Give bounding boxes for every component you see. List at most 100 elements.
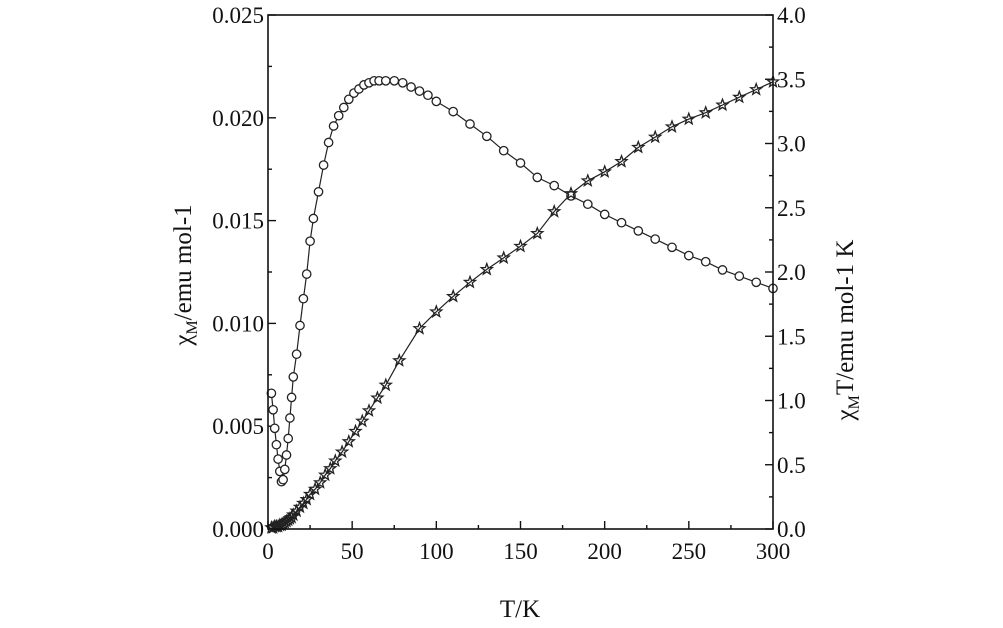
- data-point-circle: [582, 199, 593, 210]
- fit-line-chit: [271, 81, 774, 529]
- right-tick-label: 0.0: [777, 517, 806, 542]
- left-tick-label: 0.005: [212, 414, 264, 439]
- data-point-circle: [667, 242, 677, 253]
- data-point-star: [285, 507, 301, 522]
- data-point-star: [445, 288, 461, 303]
- data-point-circle: [397, 77, 408, 88]
- data-point-circle: [278, 474, 288, 485]
- data-point-circle: [333, 110, 344, 121]
- data-point-star: [563, 185, 579, 200]
- data-point-star: [597, 164, 613, 179]
- x-tick-label: 0: [262, 539, 274, 564]
- data-point-circle: [281, 450, 292, 460]
- data-point-star: [322, 460, 338, 475]
- left-axis-label-rest: /emu mol-1: [170, 204, 197, 320]
- data-point-circle: [323, 137, 334, 148]
- data-point-circle: [288, 372, 299, 382]
- right-tick-label: 2.5: [777, 196, 806, 221]
- data-point-circle: [295, 320, 305, 331]
- left-axis-ticks: 0.000 0.005 0.010 0.015 0.020 0.025: [212, 3, 276, 542]
- data-point-circle: [717, 265, 728, 275]
- data-point-circle: [283, 433, 294, 444]
- data-point-circle: [700, 256, 711, 267]
- data-point-star: [370, 390, 385, 405]
- data-point-circle: [498, 145, 509, 156]
- x-tick-label: 200: [587, 539, 622, 564]
- right-tick-label: 1.5: [777, 324, 806, 349]
- left-tick-label: 0.000: [212, 517, 264, 542]
- data-point-circle: [414, 86, 425, 96]
- data-point-star: [348, 423, 363, 438]
- data-point-circle: [650, 234, 661, 244]
- data-point-circle: [268, 404, 278, 415]
- data-point-circle: [751, 277, 762, 288]
- x-tick-label: 300: [756, 539, 791, 564]
- data-point-circle: [298, 293, 309, 304]
- data-point-star: [355, 413, 370, 428]
- data-points: [264, 74, 781, 534]
- data-point-circle: [532, 172, 543, 183]
- right-axis-label-main: χ: [832, 409, 859, 421]
- data-point-circle: [683, 250, 694, 261]
- fit-line-chi: [270, 80, 774, 484]
- data-point-circle: [389, 75, 400, 86]
- right-tick-label: 0.5: [777, 453, 806, 478]
- data-point-circle: [318, 160, 329, 170]
- data-point-circle: [285, 413, 295, 423]
- data-point-star: [327, 453, 343, 468]
- x-axis-label: T/K: [500, 596, 540, 623]
- data-point-circle: [431, 96, 442, 107]
- data-point-circle: [734, 271, 745, 281]
- data-point-star: [529, 225, 545, 240]
- data-point-star: [292, 499, 308, 514]
- x-tick-label: 150: [503, 539, 538, 564]
- data-point-star: [630, 139, 646, 154]
- data-point-circle: [515, 158, 526, 168]
- data-point-circle: [549, 180, 560, 191]
- data-point-circle: [406, 82, 416, 92]
- data-point-star: [312, 474, 328, 489]
- data-point-star: [715, 97, 730, 112]
- left-tick-label: 0.025: [212, 3, 264, 28]
- data-point-star: [664, 119, 680, 134]
- left-tick-label: 0.015: [212, 209, 264, 234]
- data-point-circle: [633, 226, 644, 236]
- left-axis-label-main: χ: [170, 335, 197, 347]
- left-axis-label: χM/emu mol-1: [170, 204, 201, 346]
- x-tick-label: 100: [419, 539, 454, 564]
- right-axis-label-rest: T/emu mol-1 K: [832, 240, 859, 396]
- data-point-star: [546, 203, 562, 218]
- plot-frame: [267, 14, 774, 530]
- data-point-circle: [301, 269, 312, 279]
- data-point-star: [428, 304, 444, 319]
- data-point-star: [513, 238, 528, 253]
- left-tick-label: 0.010: [212, 311, 264, 336]
- data-point-star: [361, 403, 377, 418]
- data-point-star: [378, 377, 394, 392]
- data-point-star: [317, 467, 333, 482]
- data-point-star: [334, 444, 350, 459]
- data-point-circle: [279, 464, 290, 475]
- right-tick-label: 1.0: [777, 389, 806, 414]
- x-tick-label: 50: [341, 539, 364, 564]
- data-point-circle: [616, 217, 627, 228]
- x-tick-label: 250: [672, 539, 707, 564]
- data-point-circle: [481, 131, 492, 142]
- data-point-star: [496, 250, 512, 265]
- data-point-circle: [291, 349, 302, 360]
- data-point-star: [412, 320, 427, 335]
- data-point-circle: [308, 213, 319, 224]
- x-axis-ticks: 0 50 100 150 200 250 300: [262, 521, 790, 564]
- data-point-circle: [448, 106, 459, 117]
- right-axis-label-sub: M: [846, 395, 863, 409]
- data-point-star: [580, 173, 596, 188]
- data-point-star: [731, 89, 747, 104]
- data-point-circle: [343, 94, 354, 105]
- data-point-circle: [380, 75, 391, 86]
- data-point-circle: [269, 423, 280, 434]
- right-axis-ticks: 0.0 0.5 1.0 1.5 2.0 2.5 3.0 3.5 4.0: [765, 3, 806, 542]
- data-point-star: [392, 353, 407, 367]
- data-point-star: [295, 495, 311, 510]
- data-point-circle: [313, 186, 324, 197]
- data-point-circle: [599, 209, 610, 220]
